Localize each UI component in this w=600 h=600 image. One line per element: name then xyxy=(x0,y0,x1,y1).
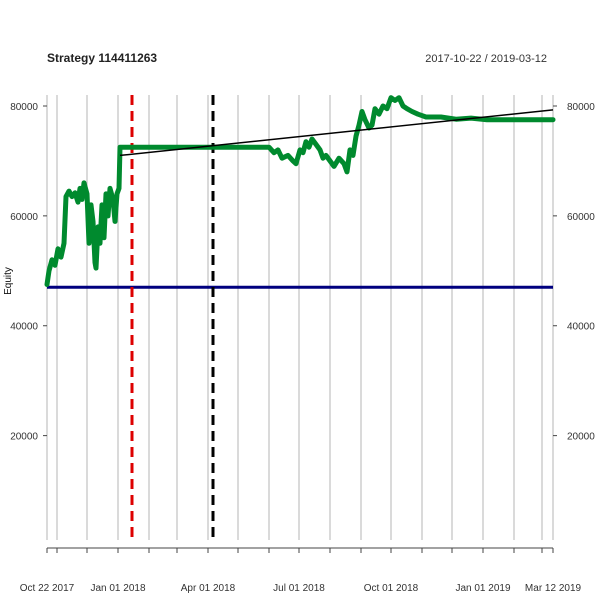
x-tick-label-1: Jan 01 2018 xyxy=(90,583,145,594)
y-tick-label-right-0: 20000 xyxy=(567,432,595,443)
series-layer xyxy=(44,95,556,287)
x-tick-label-4: Oct 01 2018 xyxy=(364,583,419,594)
equity-series-line-0 xyxy=(44,95,556,287)
y-tick-label-left-1: 40000 xyxy=(10,322,38,333)
y-axis-label: Equity xyxy=(3,267,14,295)
y-tick-label-left-0: 20000 xyxy=(10,432,38,443)
y-tick-label-right-1: 40000 xyxy=(567,322,595,333)
chart-title: Strategy 114411263 xyxy=(47,51,157,65)
y-tick-label-right-3: 80000 xyxy=(567,102,595,113)
x-tick-label-0: Oct 22 2017 xyxy=(20,583,75,594)
reference-lines xyxy=(47,95,553,540)
y-tick-label-left-3: 80000 xyxy=(10,102,38,113)
y-tick-label-right-2: 60000 xyxy=(567,212,595,223)
x-tick-label-3: Jul 01 2018 xyxy=(273,583,325,594)
axes-layer: Oct 22 2017 Jan 01 2018 Apr 01 2018 Jul 01 … xyxy=(10,102,595,594)
trend-line xyxy=(119,109,554,157)
x-tick-label-2: Apr 01 2018 xyxy=(181,583,236,594)
x-tick-label-5: Jan 01 2019 xyxy=(455,583,510,594)
chart-date-range: 2017-10-22 / 2019-03-12 xyxy=(425,53,547,65)
grid-layer xyxy=(46,95,554,540)
y-tick-label-left-2: 60000 xyxy=(10,212,38,223)
x-tick-label-6: Mar 12 2019 xyxy=(525,583,582,594)
